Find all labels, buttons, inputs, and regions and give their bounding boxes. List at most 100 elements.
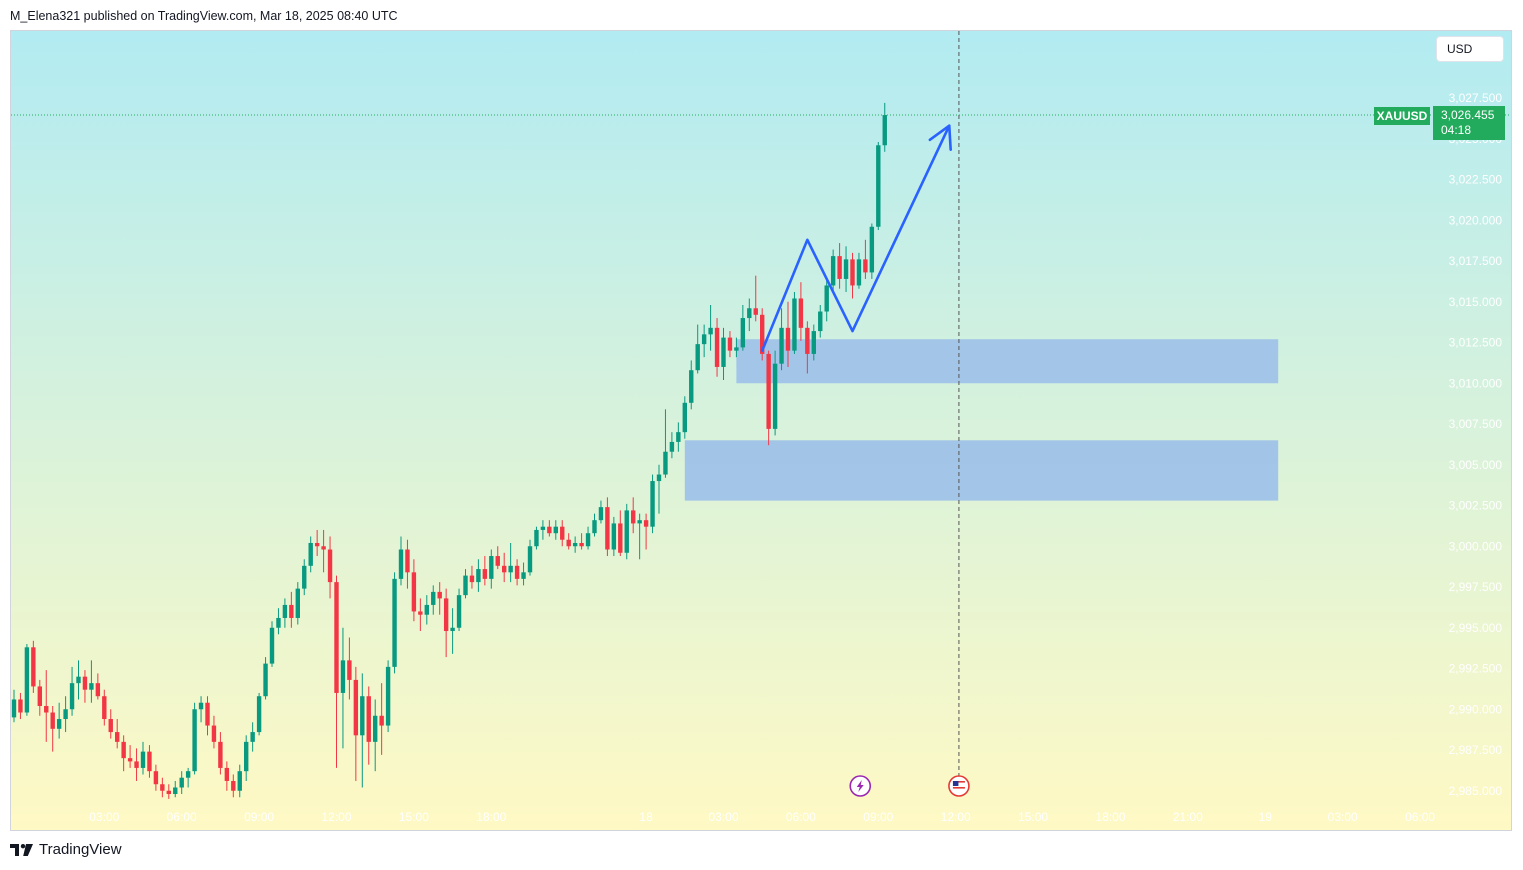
x-tick-label: 15:00 — [399, 810, 429, 824]
candle-body — [450, 627, 455, 632]
candle-body — [482, 569, 488, 579]
candle-body — [760, 314, 765, 354]
candle-body — [44, 705, 49, 713]
candle-body — [276, 617, 281, 628]
candle-body — [863, 259, 868, 273]
candle-body — [18, 699, 23, 713]
candle-body — [721, 337, 726, 367]
candle-body — [147, 751, 152, 772]
candle-body — [514, 565, 520, 579]
x-tick-label: 06:00 — [1405, 810, 1435, 824]
y-tick-label: 3,017.500 — [1449, 254, 1503, 268]
candle-body — [295, 588, 300, 618]
candle-body — [792, 298, 797, 351]
x-tick-label: 18:00 — [476, 810, 506, 824]
candle-body — [153, 771, 159, 785]
x-tick-label: 15:00 — [1018, 810, 1048, 824]
candle-body — [237, 771, 242, 791]
projection-path — [760, 124, 951, 352]
footer-brand[interactable]: TradingView — [10, 841, 122, 858]
x-tick-label: 19 — [1259, 810, 1273, 824]
candle-body — [682, 402, 687, 433]
candle-body — [740, 318, 746, 348]
candle-body — [327, 549, 333, 583]
y-tick-label: 2,992.500 — [1449, 662, 1503, 676]
candle-body — [134, 761, 139, 768]
candle-body — [82, 676, 88, 690]
symbol-label: XAUUSD — [1374, 107, 1430, 125]
candle-body — [121, 741, 126, 759]
candle-body — [508, 565, 513, 573]
candle-body — [631, 510, 636, 524]
candle-body — [256, 696, 262, 733]
candle-body — [598, 507, 604, 521]
candle-body — [405, 549, 410, 573]
candle-body — [734, 347, 739, 351]
x-tick-label: 21:00 — [1173, 810, 1203, 824]
y-tick-label: 3,010.000 — [1449, 376, 1503, 390]
candle-body — [818, 311, 823, 332]
candle-body — [785, 327, 791, 351]
candle-body — [456, 595, 462, 628]
candle-body — [263, 663, 268, 697]
candle-body — [418, 611, 423, 615]
x-tick-label: 03:00 — [708, 810, 738, 824]
candle-body — [185, 771, 191, 778]
candle-body — [643, 520, 649, 527]
candle-body — [592, 520, 597, 534]
candle-body — [540, 526, 546, 530]
x-tick-label: 03:00 — [1328, 810, 1358, 824]
candle-body — [502, 565, 507, 573]
candle-body — [179, 777, 184, 788]
candle-body — [366, 696, 371, 742]
candle-body — [205, 702, 210, 726]
candle-body — [585, 533, 591, 547]
candle-body — [708, 327, 713, 335]
candle-body — [314, 542, 320, 547]
candle-body — [31, 647, 36, 687]
candle-body — [527, 546, 533, 573]
tradingview-logo-icon — [10, 843, 33, 856]
footer-brand-text: TradingView — [39, 841, 122, 858]
candle-body — [231, 780, 236, 791]
candle-body — [579, 542, 584, 547]
candle-body — [811, 331, 816, 354]
candle-body — [308, 542, 313, 566]
candle-body — [669, 441, 675, 452]
flag-canton — [952, 781, 959, 786]
candle-body — [876, 145, 881, 227]
candle-body — [76, 676, 81, 684]
candle-body — [676, 432, 681, 442]
candle-body — [779, 327, 784, 364]
y-tick-label: 3,020.000 — [1449, 213, 1503, 227]
y-tick-label: 2,987.500 — [1449, 743, 1503, 757]
flag-stripe — [952, 787, 965, 789]
y-tick-label: 2,985.000 — [1449, 784, 1503, 798]
candle-body — [166, 790, 171, 795]
chart-frame[interactable]: 3,027.5003,025.0003,022.5003,020.0003,01… — [10, 30, 1512, 831]
x-tick-label: 18:00 — [1095, 810, 1125, 824]
y-tick-label: 2,995.000 — [1449, 621, 1503, 635]
candle-body — [727, 337, 733, 351]
candle-body — [411, 572, 417, 612]
candle-body — [398, 549, 404, 579]
candle-body — [495, 556, 500, 566]
candle-body — [663, 451, 668, 475]
y-tick-label: 3,000.000 — [1449, 539, 1503, 553]
candle-body — [11, 699, 17, 718]
candle-body — [192, 709, 197, 772]
candle-body — [850, 259, 855, 286]
y-tick-label: 3,012.500 — [1449, 336, 1503, 350]
demand-zone — [684, 440, 1279, 501]
candle-body — [340, 660, 346, 693]
price-chart[interactable]: 3,027.5003,025.0003,022.5003,020.0003,01… — [11, 31, 1512, 831]
candle-body — [805, 327, 810, 354]
us-flag-event-icon — [948, 775, 970, 797]
candle-body — [824, 285, 829, 312]
candle-body — [218, 741, 223, 768]
currency-button[interactable]: USD — [1436, 36, 1504, 62]
flag-stripe — [952, 790, 965, 792]
candle-body — [547, 526, 552, 534]
y-tick-label: 2,990.000 — [1449, 702, 1503, 716]
y-tick-label: 2,997.500 — [1449, 580, 1503, 594]
